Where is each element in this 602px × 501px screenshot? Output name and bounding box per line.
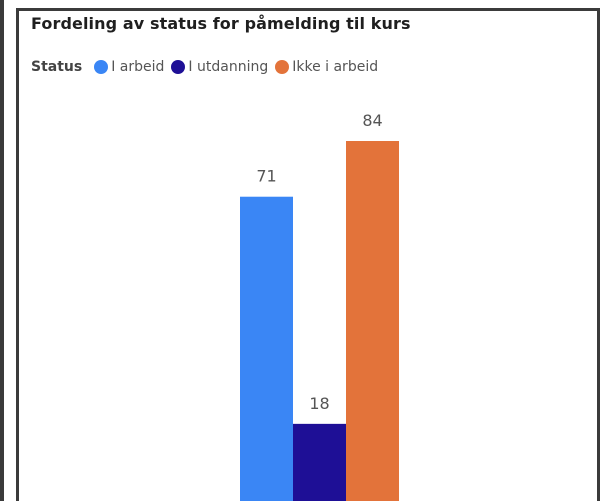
legend-swatch-ikke-i-arbeid	[275, 60, 290, 74]
legend-title: Status	[31, 59, 83, 75]
data-label-ikke-i-arbeid: 84	[362, 111, 382, 130]
legend-swatch-i-utdanning	[171, 60, 186, 74]
chart-legend: Status I arbeid I utdanning Ikke i arbei…	[31, 57, 385, 77]
chart-title: Fordeling av status for påmelding til ku…	[31, 14, 411, 33]
legend-item-ikke-i-arbeid[interactable]: Ikke i arbeid	[275, 59, 378, 75]
legend-swatch-i-arbeid	[94, 60, 109, 74]
data-label-i-utdanning: 18	[309, 394, 329, 413]
bar-ikke-i-arbeid[interactable]	[346, 141, 399, 501]
bar-i-arbeid[interactable]	[240, 196, 293, 501]
legend-item-i-arbeid[interactable]: I arbeid	[94, 59, 164, 75]
adjacent-panel-edge	[0, 0, 4, 501]
panel-gap	[4, 0, 16, 501]
legend-label-i-arbeid: I arbeid	[111, 59, 165, 75]
legend-label-ikke-i-arbeid: Ikke i arbeid	[292, 59, 379, 75]
chart-panel: Fordeling av status for påmelding til ku…	[16, 8, 600, 501]
bar-i-utdanning[interactable]	[293, 423, 346, 501]
data-label-i-arbeid: 71	[256, 167, 276, 186]
legend-label-i-utdanning: I utdanning	[188, 59, 269, 75]
legend-item-i-utdanning[interactable]: I utdanning	[171, 59, 268, 75]
